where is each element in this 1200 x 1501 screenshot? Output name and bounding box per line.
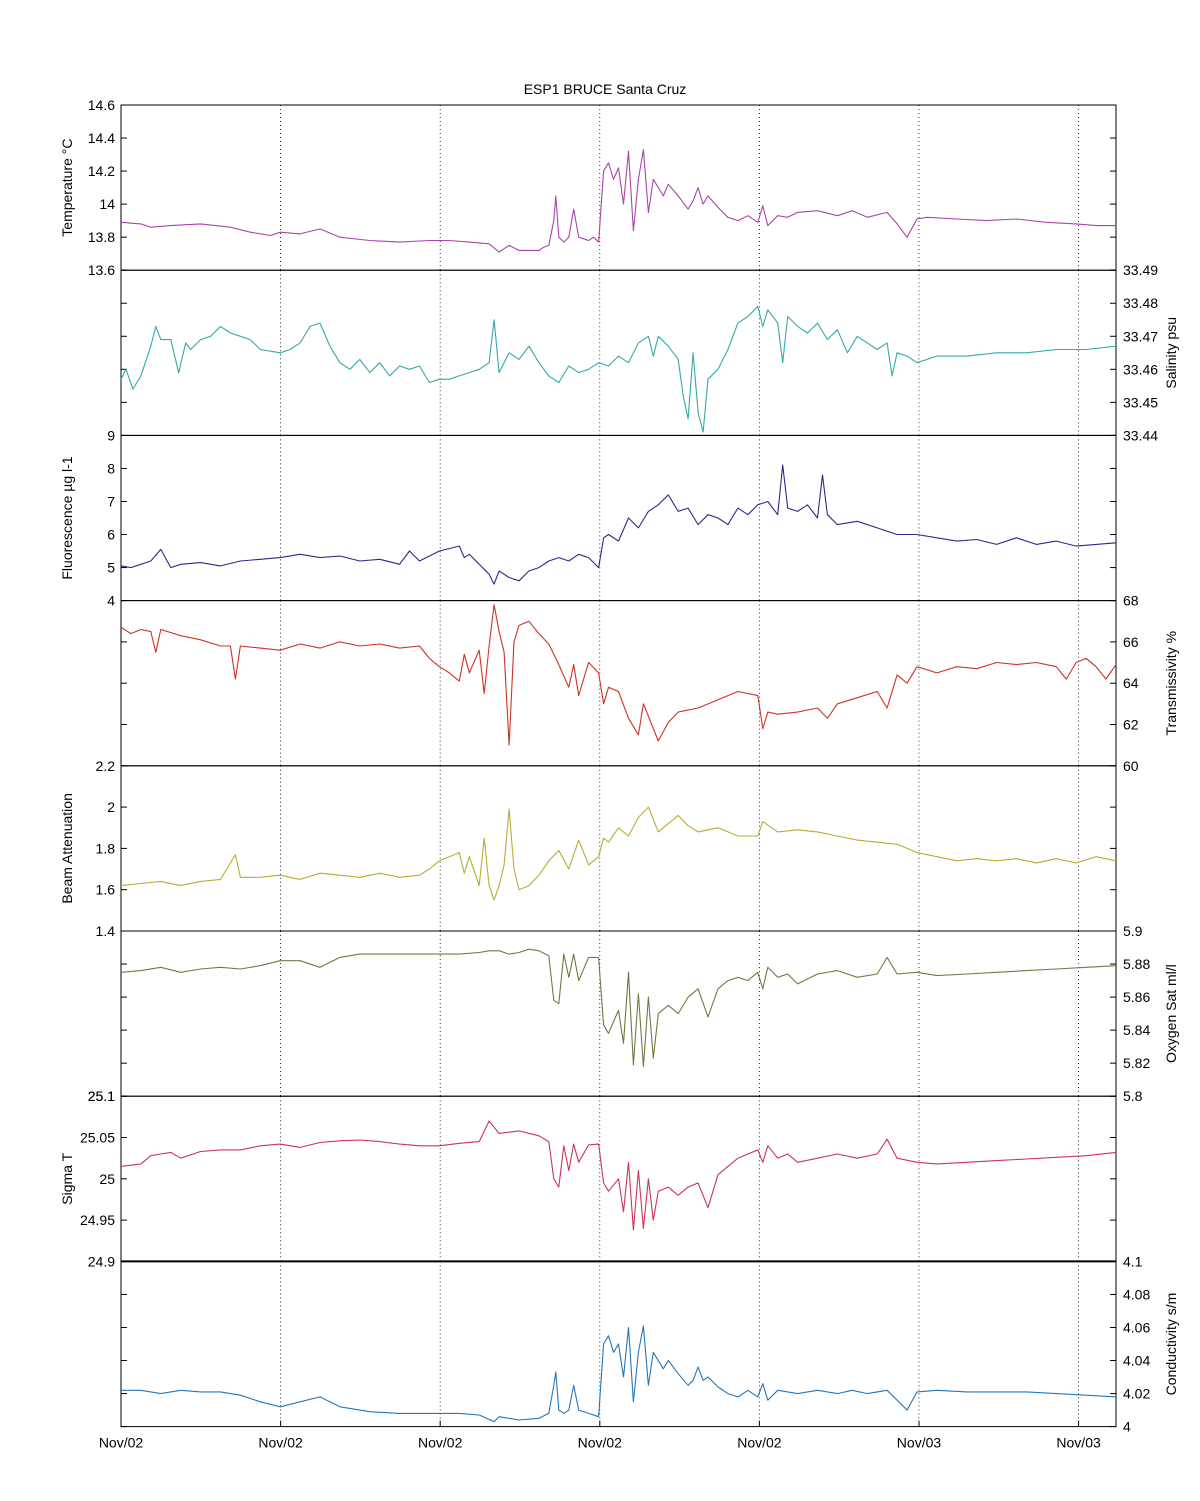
y-tick-label: 66 — [1123, 634, 1139, 650]
y-tick-label: 13.8 — [88, 229, 115, 245]
chart-title: ESP1 BRUCE Santa Cruz — [524, 81, 687, 97]
y-tick-label: 5.86 — [1123, 989, 1150, 1005]
y-axis-label: Beam Attenuation — [59, 793, 75, 904]
y-tick-label: 68 — [1123, 593, 1139, 609]
y-tick-label: 4.06 — [1123, 1319, 1150, 1335]
series-line-beam_attenuation — [120, 806, 1117, 901]
y-tick-label: 4.02 — [1123, 1386, 1150, 1402]
y-tick-label: 25.1 — [88, 1088, 115, 1104]
y-tick-label: 14.4 — [88, 130, 115, 146]
y-tick-label: 33.49 — [1123, 262, 1158, 278]
x-tick-label: Nov/03 — [897, 1435, 942, 1451]
series-line-oxygen — [120, 948, 1117, 1068]
y-tick-label: 4.1 — [1123, 1253, 1143, 1269]
y-tick-label: 4 — [107, 593, 115, 609]
y-tick-label: 9 — [107, 427, 115, 443]
y-tick-label: 64 — [1123, 675, 1139, 691]
y-tick-label: 33.46 — [1123, 361, 1158, 377]
y-tick-label: 5.9 — [1123, 923, 1143, 939]
y-axis-label: Sigma T — [59, 1152, 75, 1204]
y-tick-label: 25.05 — [80, 1130, 115, 1146]
y-axis-label: Salinity psu — [1163, 317, 1179, 389]
y-axis-label: Temperature °C — [59, 138, 75, 236]
y-tick-label: 2.2 — [96, 758, 116, 774]
x-tick-label: Nov/02 — [737, 1435, 782, 1451]
y-tick-label: 1.4 — [96, 923, 116, 939]
y-tick-label: 7 — [107, 493, 115, 509]
y-tick-label: 5.8 — [1123, 1088, 1143, 1104]
y-tick-label: 1.6 — [96, 882, 116, 898]
y-tick-label: 25.1 — [88, 1088, 115, 1104]
y-tick-label: 24.95 — [80, 1212, 115, 1228]
y-tick-label: 5 — [107, 560, 115, 576]
x-tick-label: Nov/03 — [1056, 1435, 1101, 1451]
y-tick-label: 8 — [107, 460, 115, 476]
y-axis-label: Fluorescence µg l-1 — [59, 456, 75, 579]
y-tick-label: 14.2 — [88, 163, 115, 179]
series-line-temperature — [120, 149, 1116, 253]
y-tick-label: 33.47 — [1123, 328, 1158, 344]
x-tick-label: Nov/02 — [99, 1435, 144, 1451]
y-tick-label: 60 — [1123, 758, 1139, 774]
y-tick-label: 33.48 — [1123, 295, 1158, 311]
y-tick-label: 25 — [99, 1171, 115, 1187]
y-tick-label: 13.6 — [88, 262, 115, 278]
x-tick-label: Nov/02 — [258, 1435, 303, 1451]
series-line-sigma_t — [120, 1120, 1117, 1231]
y-tick-label: 5.82 — [1123, 1055, 1150, 1071]
y-tick-label: 4.08 — [1123, 1286, 1150, 1302]
panels-group: 13.6 13.8 14 14.2 14.4 14.6 Temperature °C 33.4… — [59, 97, 1179, 1435]
x-tick-label: Nov/02 — [578, 1435, 623, 1451]
y-tick-label: 5.84 — [1123, 1022, 1150, 1038]
y-tick-label: 24.9 — [88, 1253, 115, 1269]
panel-sigma_t: 24.9 24.95 25 25.05 25.1 Sigma T — [59, 1088, 1117, 1269]
y-axis-label: Oxygen Sat ml/l — [1163, 964, 1179, 1063]
y-axis-label: Conductivity s/m — [1163, 1293, 1179, 1396]
y-tick-label: 2 — [107, 799, 115, 815]
y-tick-label: 5.88 — [1123, 956, 1150, 972]
y-tick-label: 33.45 — [1123, 394, 1158, 410]
x-axis: Nov/02 Nov/02 Nov/02 Nov/02 Nov/02 Nov/03 Nov/… — [99, 1260, 1116, 1451]
y-axis-label: Transmissivity % — [1163, 631, 1179, 736]
panel-temperature: 13.6 13.8 14 14.2 14.4 14.6 Temperature °C — [59, 97, 1117, 278]
y-tick-label: 33.44 — [1123, 427, 1158, 443]
x-tick-label: Nov/02 — [418, 1435, 463, 1451]
y-tick-label: 14.6 — [88, 97, 115, 113]
y-tick-label: 62 — [1123, 717, 1139, 733]
series-line-conductivity — [121, 1325, 1117, 1423]
series-line-fluorescence — [120, 464, 1117, 585]
y-tick-label: 14 — [99, 196, 115, 212]
series-line-salinity — [120, 305, 1117, 433]
series-line-transmissivity — [120, 604, 1117, 746]
y-tick-label: 4.04 — [1123, 1353, 1150, 1369]
y-tick-label: 4 — [1123, 1419, 1131, 1435]
y-tick-label: 1.8 — [96, 840, 116, 856]
y-tick-label: 6 — [107, 527, 115, 543]
